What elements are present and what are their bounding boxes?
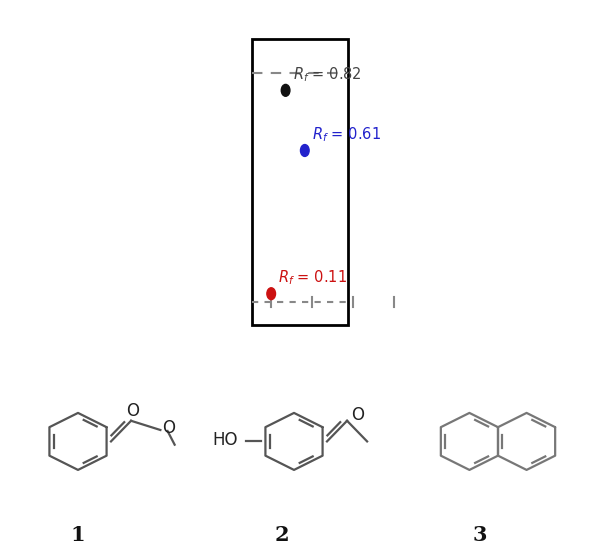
Circle shape [281, 84, 290, 97]
Text: O: O [127, 402, 139, 420]
Text: $R_f$ = 0.11: $R_f$ = 0.11 [278, 268, 347, 287]
Text: 2: 2 [275, 525, 289, 545]
Circle shape [267, 288, 275, 300]
Text: $R_f$ = 0.82: $R_f$ = 0.82 [293, 65, 361, 84]
Text: 3: 3 [473, 525, 487, 545]
Bar [252, 39, 348, 325]
Text: $R_f$ = 0.61: $R_f$ = 0.61 [312, 125, 381, 144]
Text: 1: 1 [71, 525, 85, 545]
Text: HO: HO [212, 431, 238, 449]
Circle shape [301, 145, 309, 156]
Text: O: O [352, 406, 364, 424]
Text: O: O [161, 420, 175, 437]
